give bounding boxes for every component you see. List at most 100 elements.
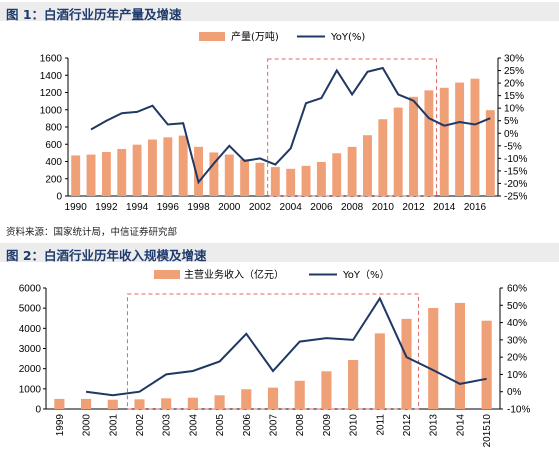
chart2-right-tick-label: 0% xyxy=(507,387,522,398)
chart1-x-tick-label: 2012 xyxy=(402,202,425,213)
chart2-x-tick-label: 2005 xyxy=(215,414,226,437)
chart1-legend-line-label: YoY(%) xyxy=(330,32,365,43)
chart2-x-tick-label: 2004 xyxy=(188,414,199,437)
chart1-bar xyxy=(347,146,357,196)
chart2-left-tick-label: 6000 xyxy=(19,284,42,295)
chart2-bar xyxy=(241,389,252,409)
chart1-title: 图 1：白酒行业历年产量及增速 xyxy=(6,7,182,22)
chart2-left-tick-label: 3000 xyxy=(19,344,42,355)
chart1-x-tick-label: 2006 xyxy=(310,202,333,213)
chart1-bar xyxy=(439,87,449,196)
chart2-bar xyxy=(454,302,466,409)
chart2-legend-bar-label: 主营业务收入（亿元） xyxy=(184,268,284,281)
chart1-left-tick-label: 800 xyxy=(45,123,62,134)
chart1-bar xyxy=(224,154,234,196)
chart1-bar xyxy=(378,119,388,196)
chart1-bar xyxy=(332,153,342,196)
chart1-left-tick-label: 1600 xyxy=(40,54,63,65)
chart2-right-tick-label: 10% xyxy=(507,370,527,381)
chart1-right-tick-label: -25% xyxy=(504,192,527,203)
chart2-title-bar: 图 2：白酒行业历年收入规模及增速 xyxy=(0,243,559,263)
chart2-right-tick-label: 40% xyxy=(507,318,527,329)
chart2-x-tick-label: 2001 xyxy=(108,414,119,437)
chart2-x-tick-label: 2010 xyxy=(349,414,360,437)
chart1-bar xyxy=(117,148,127,196)
chart1-bar xyxy=(240,159,250,196)
chart1-bar xyxy=(485,110,495,196)
chart2-bar xyxy=(214,395,225,409)
chart1-x-tick-label: 2002 xyxy=(249,202,272,213)
chart1-x-tick-label: 2014 xyxy=(433,202,456,213)
chart2-bar xyxy=(54,398,65,409)
chart1-left-tick-label: 0 xyxy=(56,192,62,203)
chart2-left-tick-label: 4000 xyxy=(19,324,42,335)
chart2-bar xyxy=(321,371,332,409)
chart2-bar xyxy=(187,397,198,409)
chart1-bar xyxy=(270,167,280,196)
chart2-right-tick-label: 60% xyxy=(507,284,527,295)
chart2-right-tick-label: 50% xyxy=(507,301,527,312)
chart1-title-bar: 图 1：白酒行业历年产量及增速 xyxy=(0,2,559,22)
chart1-x-tick-label: 1994 xyxy=(126,202,149,213)
chart2-x-tick-label: 2000 xyxy=(82,414,93,437)
chart1-legend-bar-swatch xyxy=(199,32,225,41)
chart2-x-tick-label: 2011 xyxy=(375,414,386,436)
chart2-right-tick-label: 30% xyxy=(507,335,527,346)
chart2-legend-line-label: YoY（%） xyxy=(342,269,390,281)
chart1-bar xyxy=(71,155,81,196)
chart1-right-tick-label: 20% xyxy=(504,79,524,90)
chart2-bar xyxy=(80,398,92,409)
chart1-bar xyxy=(86,154,96,196)
chart1-left-tick-label: 600 xyxy=(45,140,62,151)
chart2-left-tick-label: 5000 xyxy=(19,304,42,315)
chart1-right-tick-label: -20% xyxy=(504,179,527,190)
chart2-bar xyxy=(348,359,359,409)
chart1-bar xyxy=(316,161,326,196)
chart1-right-tick-label: -5% xyxy=(504,141,522,152)
chart1-x-tick-label: 2000 xyxy=(218,202,241,213)
chart2-x-tick-label: 2007 xyxy=(269,414,280,437)
chart2-x-tick-label: 2003 xyxy=(162,414,173,437)
chart1-right-tick-label: 15% xyxy=(504,91,524,102)
chart2-x-tick-label: 2014 xyxy=(455,414,466,437)
chart1-left-tick-label: 400 xyxy=(45,157,62,168)
source-note: 资料来源：国家统计局，中信证券研究部 xyxy=(6,227,178,238)
chart1-bar xyxy=(148,139,157,196)
chart2-bar xyxy=(401,318,412,409)
chart2-x-tick-label: 1999 xyxy=(55,414,66,437)
chart1-bar xyxy=(209,152,219,196)
chart1-bar xyxy=(424,90,434,196)
chart2-bar xyxy=(107,399,118,409)
chart1-left-tick-label: 1000 xyxy=(40,105,63,116)
chart1-bar xyxy=(163,137,173,196)
chart1-bar xyxy=(393,107,403,196)
chart1-bar xyxy=(132,144,142,196)
chart1-right-tick-label: -15% xyxy=(504,166,527,177)
chart1-left-tick-label: 200 xyxy=(45,174,62,185)
chart2-right-tick-label: -10% xyxy=(507,405,530,416)
chart1-x-tick-label: 2008 xyxy=(341,202,364,213)
chart2-bar xyxy=(267,387,279,409)
chart1-bar xyxy=(286,168,296,196)
chart1-bar xyxy=(178,135,188,196)
chart2-bar xyxy=(294,380,305,409)
chart2-bar xyxy=(161,398,172,409)
chart2-bar xyxy=(374,333,385,409)
chart2-x-tick-label: 2002 xyxy=(135,414,146,437)
chart1-x-tick-label: 2016 xyxy=(464,202,487,213)
chart2-x-tick-label: 2012 xyxy=(402,414,413,437)
chart2-x-tick-label: 2013 xyxy=(429,414,440,437)
chart1-highlight-box xyxy=(267,58,438,197)
chart1-bar xyxy=(101,152,111,196)
chart2-bar xyxy=(481,320,492,409)
chart1-legend-bar-label: 产量(万吨) xyxy=(231,30,279,43)
chart1-bar xyxy=(363,135,372,196)
chart2-bar xyxy=(428,307,439,409)
chart1-bar xyxy=(301,165,311,196)
chart1-right-tick-label: 10% xyxy=(504,104,524,115)
chart1-x-tick-label: 1992 xyxy=(95,202,118,213)
chart1-x-tick-label: 2010 xyxy=(372,202,395,213)
chart2-left-tick-label: 0 xyxy=(35,405,41,416)
